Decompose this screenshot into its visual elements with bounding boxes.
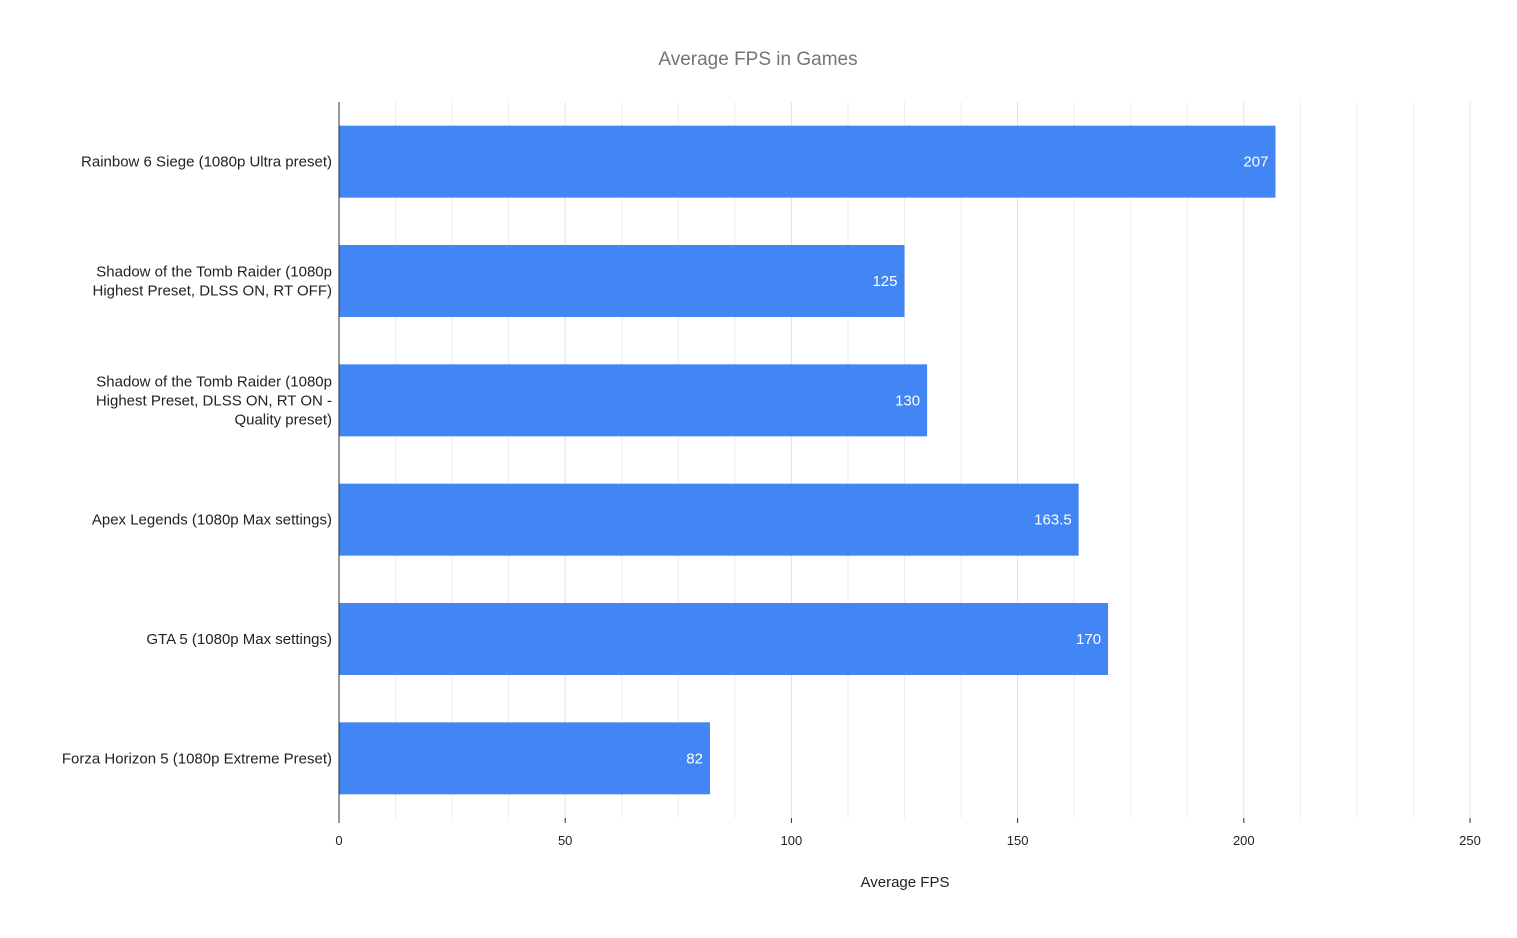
category-label: Apex Legends (1080p Max settings) bbox=[92, 512, 332, 529]
data-label: 130 bbox=[895, 392, 920, 409]
bar bbox=[339, 603, 1109, 675]
x-tick-label: 150 bbox=[1007, 833, 1029, 848]
data-label: 125 bbox=[872, 273, 897, 290]
bar bbox=[339, 722, 710, 795]
category-labels: Rainbow 6 Siege (1080p Ultra preset) Shad… bbox=[62, 154, 332, 768]
bar bbox=[339, 125, 1276, 198]
category-label: Shadow of the Tomb Raider (1080p Highest … bbox=[96, 373, 332, 428]
data-label: 170 bbox=[1076, 631, 1101, 648]
bars: 207 125 130 163.5 170 82 bbox=[339, 125, 1276, 795]
x-tick-label: 50 bbox=[558, 833, 572, 848]
x-axis-title: Average FPS bbox=[861, 874, 950, 891]
data-label: 207 bbox=[1243, 154, 1268, 171]
data-label: 163.5 bbox=[1034, 512, 1072, 529]
bar bbox=[339, 245, 905, 317]
x-tick-label: 200 bbox=[1233, 833, 1255, 848]
x-tick-label: 100 bbox=[781, 833, 803, 848]
x-tick-label: 250 bbox=[1459, 833, 1481, 848]
x-tick-label: 0 bbox=[335, 833, 342, 848]
chart-title: Average FPS in Games bbox=[658, 49, 857, 70]
bar bbox=[339, 364, 928, 437]
data-label: 82 bbox=[686, 750, 703, 767]
category-label: Shadow of the Tomb Raider (1080p Highest … bbox=[92, 264, 332, 300]
category-label: Forza Horizon 5 (1080p Extreme Preset) bbox=[62, 750, 332, 767]
category-label: Rainbow 6 Siege (1080p Ultra preset) bbox=[81, 154, 332, 171]
x-axis-ticks: 0 50 100 150 200 250 bbox=[335, 818, 1481, 848]
gridlines bbox=[395, 102, 1471, 818]
category-label: GTA 5 (1080p Max settings) bbox=[146, 631, 332, 648]
bar bbox=[339, 483, 1079, 556]
